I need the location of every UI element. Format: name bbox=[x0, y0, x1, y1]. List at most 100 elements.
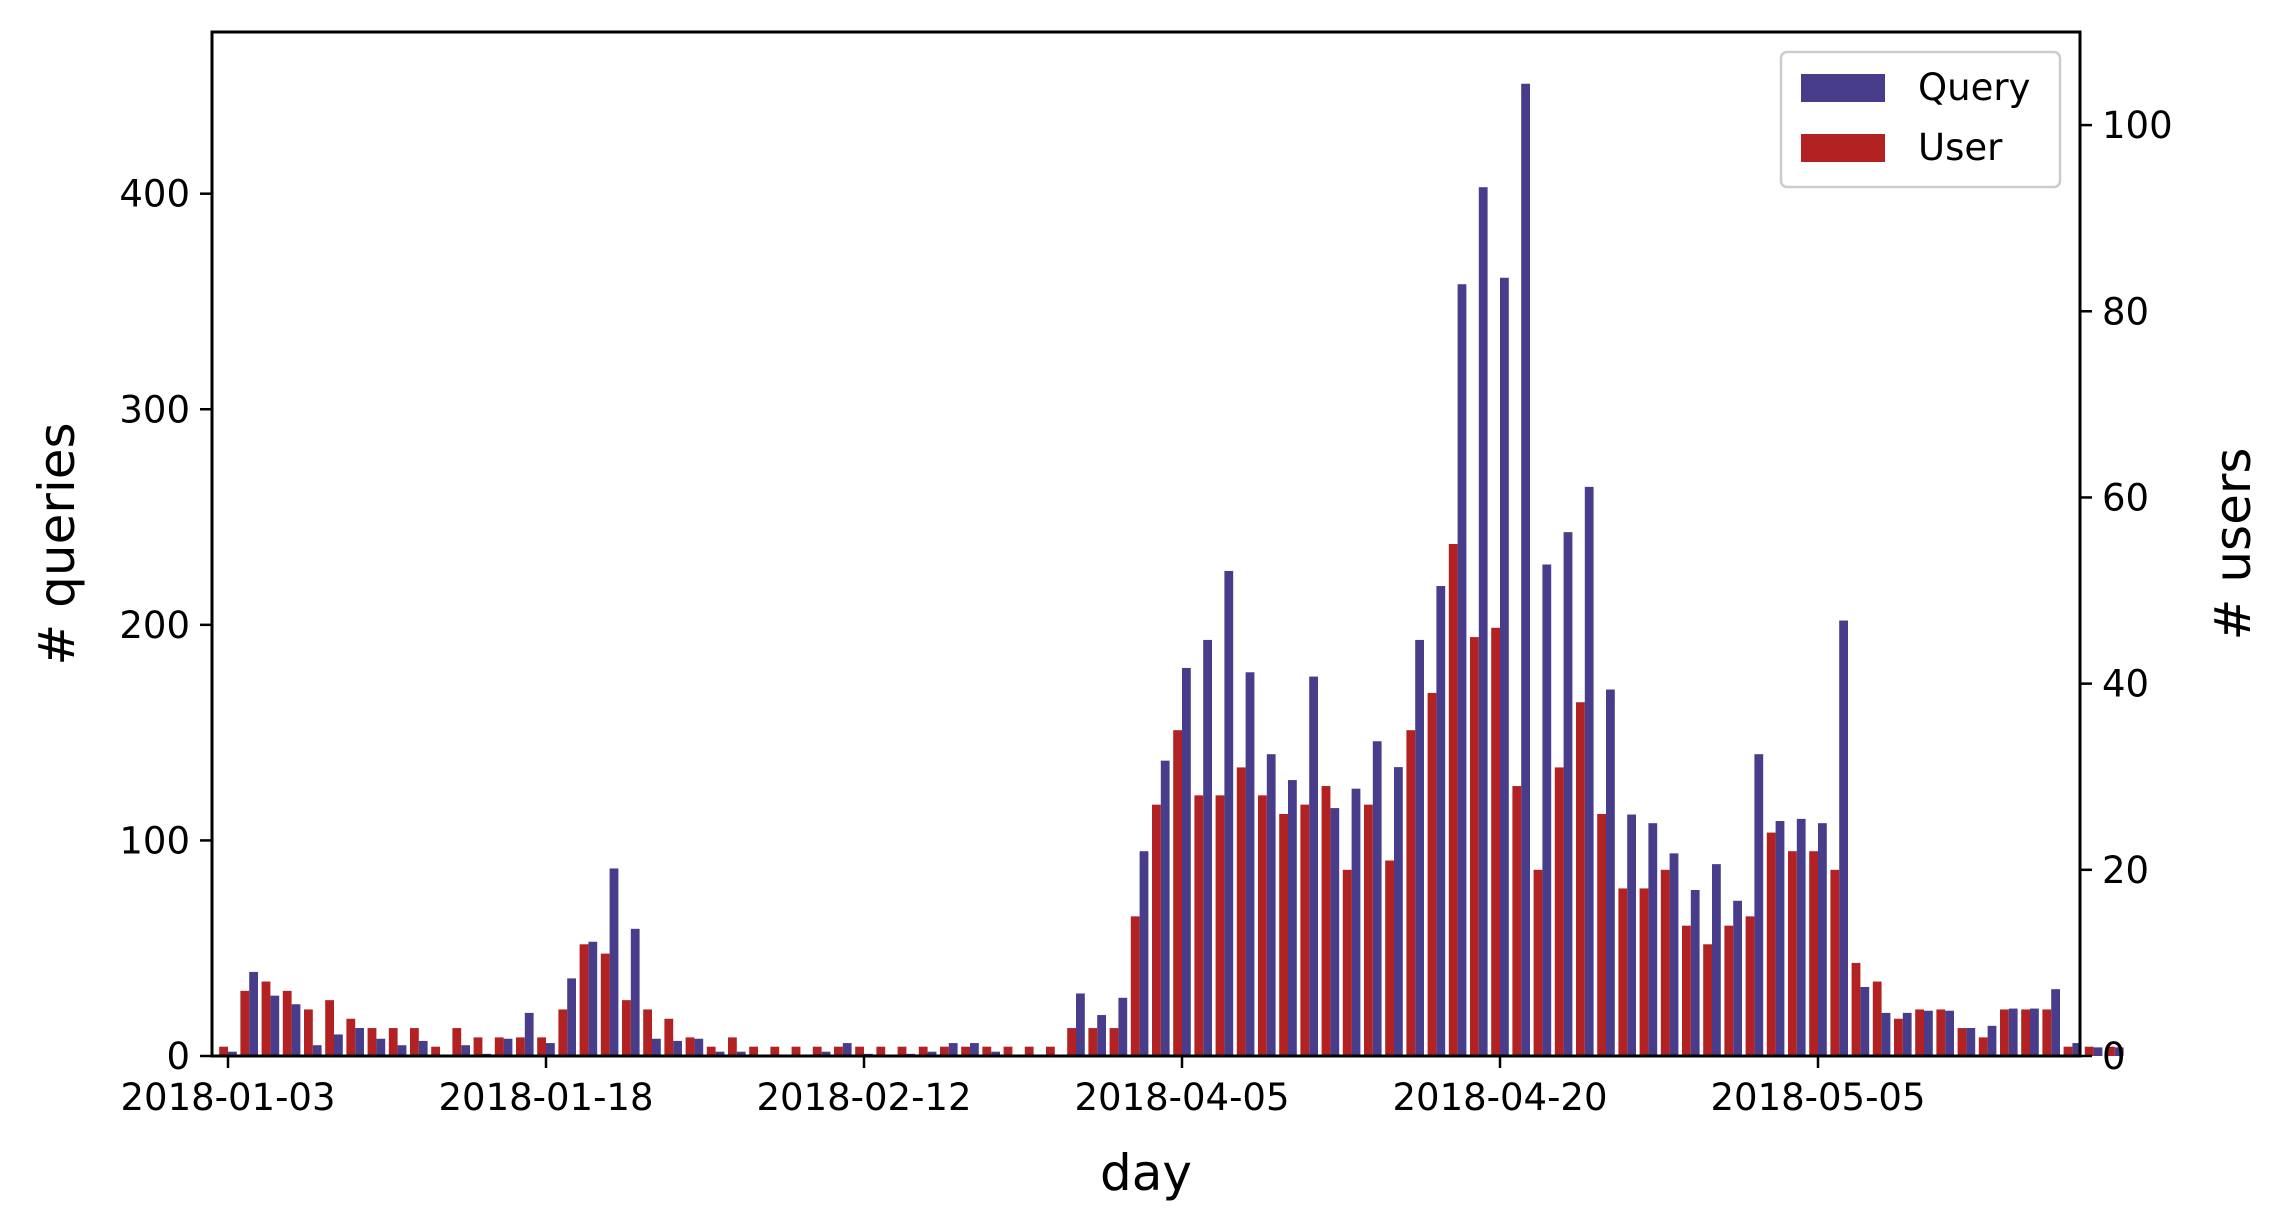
right-y-tick-label: 60 bbox=[2102, 476, 2149, 519]
user-bar-59 bbox=[1470, 637, 1479, 1056]
user-bar-78 bbox=[1872, 981, 1882, 1056]
query-bar-79 bbox=[1902, 1012, 1912, 1056]
user-bar-51 bbox=[1300, 804, 1310, 1056]
user-bar-88 bbox=[2084, 1046, 2094, 1056]
user-bar-68 bbox=[1660, 869, 1670, 1056]
user-bar-46 bbox=[1194, 795, 1204, 1056]
user-bar-42 bbox=[1109, 1028, 1119, 1056]
query-bar-62 bbox=[1542, 564, 1552, 1056]
query-bar-18 bbox=[609, 868, 619, 1056]
user-bar-16 bbox=[558, 1009, 568, 1056]
user-bar-12 bbox=[473, 1037, 483, 1056]
user-bar-4 bbox=[304, 1009, 313, 1056]
right-y-tick-label: 100 bbox=[2102, 104, 2173, 147]
query-bar-20 bbox=[652, 1038, 661, 1056]
user-bar-38 bbox=[1024, 1046, 1034, 1056]
user-bar-44 bbox=[1152, 804, 1161, 1056]
user-bar-1 bbox=[240, 990, 250, 1056]
user-bar-17 bbox=[579, 944, 589, 1056]
user-bar-84 bbox=[2000, 1009, 2009, 1056]
query-bar-7 bbox=[376, 1038, 386, 1056]
user-bar-25 bbox=[749, 1046, 758, 1056]
query-bar-81 bbox=[1945, 1010, 1954, 1056]
user-bar-66 bbox=[1618, 888, 1628, 1056]
query-bar-44 bbox=[1160, 760, 1170, 1056]
x-tick-label: 2018-05-05 bbox=[1710, 1076, 1925, 1119]
query-bar-77 bbox=[1860, 987, 1870, 1056]
user-bar-24 bbox=[728, 1037, 737, 1056]
user-bar-65 bbox=[1597, 813, 1606, 1056]
user-bar-60 bbox=[1491, 627, 1500, 1056]
user-bar-45 bbox=[1173, 730, 1182, 1056]
user-bar-70 bbox=[1703, 944, 1712, 1056]
query-bar-34 bbox=[948, 1043, 958, 1056]
left-y-tick-label: 400 bbox=[119, 173, 190, 216]
query-bar-68 bbox=[1669, 853, 1679, 1056]
user-bar-14 bbox=[516, 1037, 525, 1056]
query-bar-11 bbox=[461, 1045, 470, 1056]
user-bar-47 bbox=[1215, 795, 1225, 1056]
user-bar-85 bbox=[2021, 1009, 2030, 1056]
query-bar-24 bbox=[736, 1051, 746, 1056]
query-bar-46 bbox=[1203, 639, 1212, 1056]
query-bar-36 bbox=[991, 1051, 1000, 1056]
plot-frame bbox=[210, 30, 2082, 1058]
x-tick-label: 2018-01-18 bbox=[438, 1076, 653, 1119]
query-bar-1 bbox=[249, 971, 258, 1056]
right-y-axis: 0 20 40 60 80 100 bbox=[2080, 104, 2173, 1078]
user-bar-35 bbox=[961, 1046, 970, 1056]
user-bar-79 bbox=[1894, 1018, 1903, 1056]
query-bar-43 bbox=[1139, 851, 1149, 1056]
query-bar-47 bbox=[1224, 570, 1234, 1056]
query-bar-3 bbox=[291, 1004, 301, 1056]
query-bar-66 bbox=[1627, 814, 1636, 1056]
user-bar-63 bbox=[1554, 767, 1564, 1056]
query-bar-29 bbox=[842, 1043, 852, 1056]
query-bar-49 bbox=[1266, 754, 1276, 1056]
query-bar-85 bbox=[2030, 1008, 2039, 1056]
query-bar-72 bbox=[1754, 754, 1764, 1056]
user-bar-75 bbox=[1809, 851, 1818, 1056]
query-bar-69 bbox=[1690, 890, 1700, 1056]
query-bar-2 bbox=[270, 995, 280, 1056]
user-bar-2 bbox=[261, 981, 271, 1056]
user-bar-72 bbox=[1745, 916, 1755, 1056]
query-bar-73 bbox=[1775, 821, 1785, 1056]
user-bar-3 bbox=[282, 990, 292, 1056]
left-y-axis: 0 100 200 300 400 bbox=[119, 173, 212, 1078]
query-bar-53 bbox=[1351, 788, 1361, 1056]
user-bar-58 bbox=[1448, 544, 1458, 1056]
user-bar-57 bbox=[1427, 692, 1437, 1056]
user-bar-5 bbox=[325, 1000, 334, 1056]
user-bar-49 bbox=[1258, 795, 1267, 1056]
user-bar-23 bbox=[706, 1046, 716, 1056]
query-bar-64 bbox=[1584, 486, 1594, 1056]
user-bar-52 bbox=[1321, 786, 1331, 1056]
query-bar-14 bbox=[524, 1012, 534, 1056]
user-bar-41 bbox=[1088, 1028, 1098, 1056]
query-bar-33 bbox=[927, 1051, 937, 1056]
user-bar-40 bbox=[1067, 1028, 1076, 1056]
query-bar-35 bbox=[970, 1043, 979, 1056]
query-bar-51 bbox=[1309, 676, 1318, 1056]
x-tick-label: 2018-02-12 bbox=[756, 1076, 971, 1119]
user-bar-56 bbox=[1406, 730, 1416, 1056]
user-bar-86 bbox=[2042, 1009, 2052, 1056]
right-y-tick-label: 0 bbox=[2102, 1035, 2126, 1078]
user-bar-61 bbox=[1512, 786, 1522, 1056]
left-y-axis-label: # queries bbox=[28, 422, 86, 665]
query-bar-0 bbox=[228, 1051, 237, 1056]
user-bar-30 bbox=[855, 1046, 864, 1056]
query-bar-50 bbox=[1288, 780, 1297, 1056]
query-bar-84 bbox=[2008, 1008, 2018, 1056]
query-bar-83 bbox=[1987, 1025, 1997, 1056]
user-bar-20 bbox=[643, 1009, 652, 1056]
query-bar-8 bbox=[397, 1045, 407, 1056]
user-bar-15 bbox=[537, 1037, 546, 1056]
user-bar-37 bbox=[1003, 1046, 1013, 1056]
left-y-tick-label: 200 bbox=[119, 604, 190, 647]
left-y-tick-label: 300 bbox=[119, 388, 190, 431]
query-bar-86 bbox=[2051, 989, 2060, 1056]
right-y-tick-label: 80 bbox=[2102, 290, 2149, 333]
